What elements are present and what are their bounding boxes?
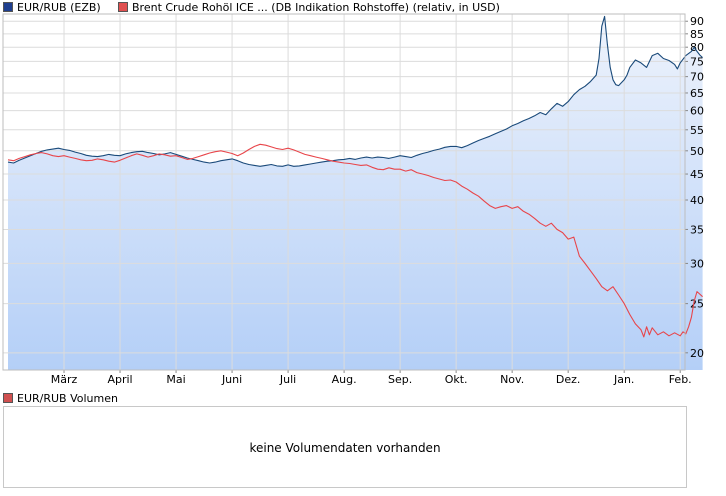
series-line-eurrub xyxy=(7,15,703,167)
x-tick-label: Jan. xyxy=(613,373,634,386)
legend-swatch-eurrub xyxy=(3,2,13,12)
legend-entry-volume: EUR/RUB Volumen xyxy=(3,391,118,405)
y-tick-label: 75 xyxy=(690,55,704,68)
x-tick-label: Dez. xyxy=(556,373,581,386)
x-tick-label: Sep. xyxy=(388,373,412,386)
y-tick-label: 80 xyxy=(690,41,704,54)
y-tick-label: 70 xyxy=(690,71,704,84)
x-tick-label: März xyxy=(51,373,78,386)
legend-entry-eurrub: EUR/RUB (EZB) xyxy=(3,0,101,14)
legend-label-brent: Brent Crude Rohöl ICE ... (DB Indikation… xyxy=(132,0,500,14)
series-line-brent xyxy=(7,143,703,338)
y-tick-label: 50 xyxy=(690,145,704,158)
legend-swatch-brent xyxy=(118,2,128,12)
y-tick-label: 25 xyxy=(690,298,704,311)
x-tick-label: April xyxy=(107,373,132,386)
series-area-eurrub xyxy=(8,16,703,371)
legend-swatch-volume xyxy=(3,393,13,403)
x-tick-label: Mai xyxy=(166,373,185,386)
x-tick-label: Okt. xyxy=(445,373,468,386)
x-tick-label: Juli xyxy=(279,373,296,386)
y-tick-label: 30 xyxy=(690,257,704,270)
y-tick-label: 45 xyxy=(690,168,704,181)
y-tick-label: 40 xyxy=(690,194,704,207)
y-tick-label: 90 xyxy=(690,15,704,28)
y-tick-label: 85 xyxy=(690,28,704,41)
x-tick-label: Aug. xyxy=(332,373,357,386)
x-tick-label: Feb. xyxy=(669,373,692,386)
legend-label-eurrub: EUR/RUB (EZB) xyxy=(17,0,101,14)
y-tick-label: 60 xyxy=(690,105,704,118)
y-tick-label: 35 xyxy=(690,223,704,236)
y-tick-label: 65 xyxy=(690,87,704,100)
volume-panel: keine Volumendaten vorhanden xyxy=(3,406,687,488)
legend-label-volume: EUR/RUB Volumen xyxy=(17,391,118,405)
plot-frame xyxy=(2,13,686,371)
y-tick-label: 20 xyxy=(690,347,704,360)
legend-entry-brent: Brent Crude Rohöl ICE ... (DB Indikation… xyxy=(118,0,500,14)
x-tick-label: Juni xyxy=(221,373,242,386)
y-tick-label: 55 xyxy=(690,124,704,137)
volume-empty-message: keine Volumendaten vorhanden xyxy=(249,441,441,455)
x-tick-label: Nov. xyxy=(500,373,524,386)
